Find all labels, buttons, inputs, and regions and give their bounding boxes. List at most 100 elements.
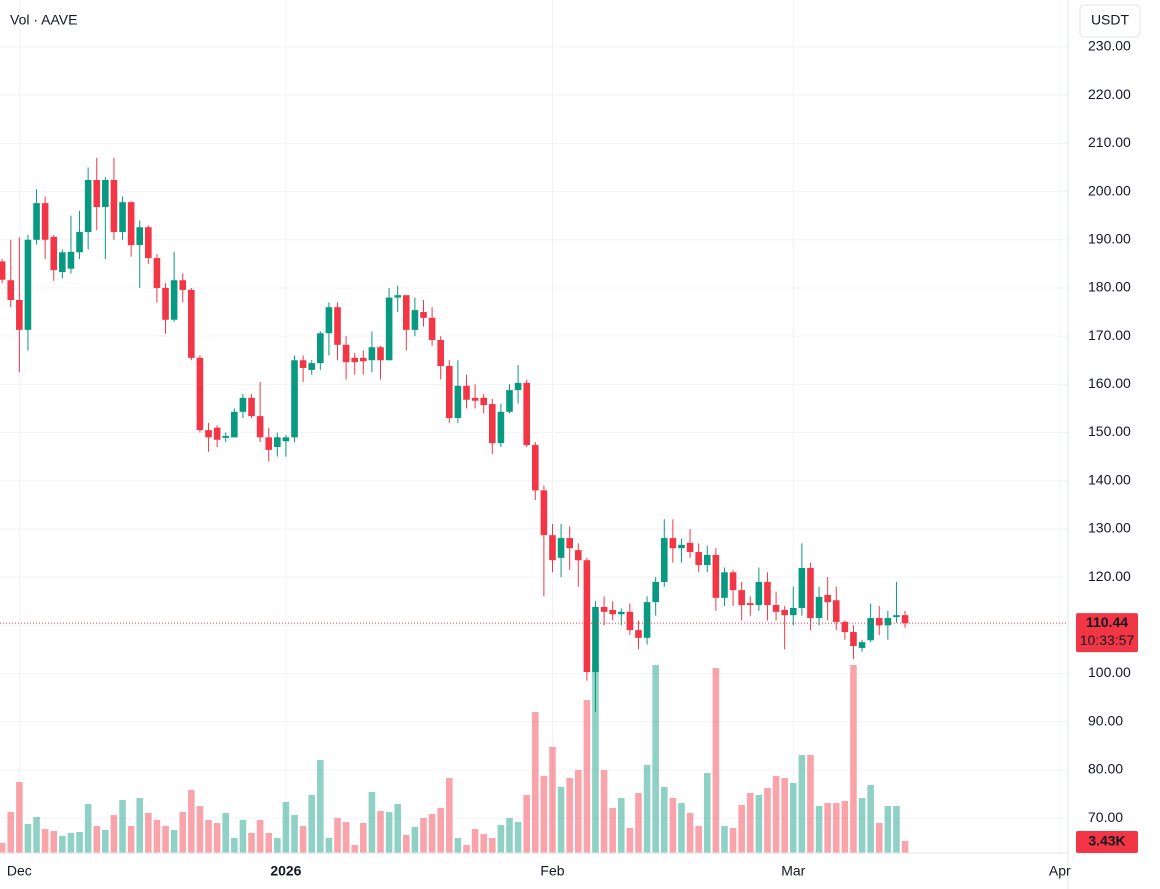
volume-bar [368,791,376,853]
candle-body [635,630,642,638]
volume-bar [549,746,556,853]
candle-body [488,404,496,444]
candle-body [411,310,419,330]
y-tick-label: 210.00 [1088,134,1131,150]
candle-body [33,203,40,240]
candle-body [669,538,677,549]
volume-bar [583,699,591,853]
candle-body [282,437,290,442]
volume-bar [738,804,745,853]
y-tick-label: 70.00 [1088,809,1123,825]
volume-bar [695,826,702,853]
candle-body [239,397,247,412]
volume-bar [488,838,496,853]
candle-body [334,307,341,345]
volume-bar [617,798,625,853]
currency-button[interactable] [1079,4,1141,38]
volume-bar [0,843,6,853]
candle-body [188,289,195,358]
volume-bar [850,665,857,853]
volume-bar [514,821,522,853]
candle-body [291,360,298,438]
candle-body [93,179,101,207]
y-tick-label: 220.00 [1088,86,1131,102]
candle-body [789,607,797,616]
volume-bar [807,754,814,853]
volume-bar [841,801,849,853]
volume-bar [678,803,685,853]
volume-bar [531,711,539,853]
candle-body [557,538,565,558]
volume-bar [789,783,797,853]
candle-body [325,307,333,334]
candle-body [299,360,307,368]
volume-bar [308,794,316,853]
volume-bar [875,823,883,853]
last-price-label: 110.44 [1086,614,1128,630]
volume-bar [901,841,909,853]
y-tick-label: 90.00 [1088,712,1123,728]
candle-body [832,600,840,622]
candle-body [428,317,436,340]
candle-body [592,606,599,673]
volume-bar [76,831,83,853]
candle-body [265,437,273,450]
volume-bar [463,844,470,853]
volume-bar [867,784,874,853]
candle-body [772,605,780,612]
candle-body [0,261,6,280]
volume-bar [127,826,135,853]
candle-body [248,397,255,417]
candle-body [583,560,591,673]
volume-bar [265,833,273,853]
volume-bar [764,788,771,853]
candle-body [841,621,849,633]
volume-bar [437,808,445,853]
volume-bar [394,804,402,853]
volume-bar [102,829,109,853]
volume-bar [703,773,711,853]
volume-bar [669,798,677,853]
x-tick-label: Mar [781,863,805,879]
candle-body [50,236,58,271]
volume-bar [781,778,788,853]
volume-bar [248,833,255,853]
x-tick-label: Dec [7,863,32,879]
volume-bar [626,828,634,853]
candle-body [824,594,831,603]
volume-bar [59,836,66,853]
last-volume-box [1076,831,1138,854]
candle-body [626,611,634,631]
y-tick-label: 200.00 [1088,182,1131,198]
candle-body [755,581,763,606]
volume-bar [420,818,427,853]
chart-title: Vol · AAVE [10,12,77,28]
candle-body [893,615,900,618]
volume-bar [480,834,487,853]
volume-bar [540,776,548,853]
candle-body [351,357,359,363]
volume-bar [566,778,573,853]
candle-layer [0,157,1068,713]
candle-body [119,202,126,233]
candle-body [858,642,866,648]
volume-bar [884,806,892,853]
candle-body [110,179,118,233]
currency-label[interactable]: USDT [1091,12,1130,28]
volume-bar [385,811,393,853]
volume-bar [231,838,238,853]
volume-bar [893,806,900,853]
candle-body [170,280,178,320]
candle-body [162,287,169,320]
volume-bar [50,831,58,853]
candle-body [514,382,522,391]
candle-body [540,490,548,536]
last-volume-label: 3.43K [1088,833,1125,849]
candle-body [497,411,505,444]
volume-bar [188,789,195,853]
y-tick-label: 190.00 [1088,230,1131,246]
candle-body [738,590,745,606]
candle-body [901,615,909,624]
volume-bar [239,819,247,853]
